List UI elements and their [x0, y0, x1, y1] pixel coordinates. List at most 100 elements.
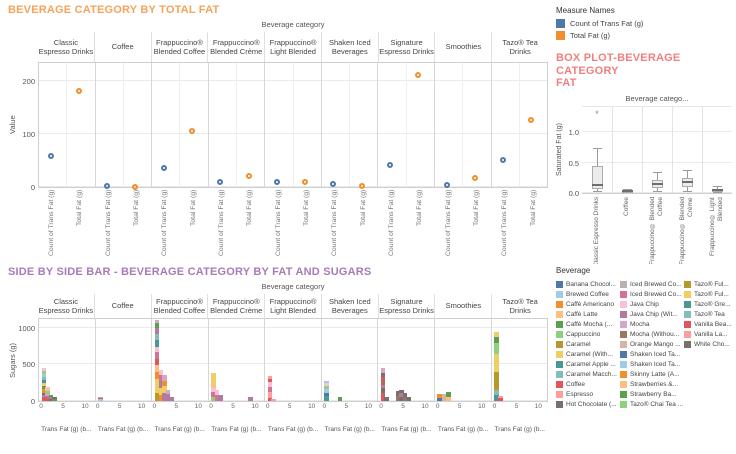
stacked-bar[interactable] [271, 398, 276, 401]
data-point-circle[interactable] [415, 71, 422, 78]
stacked-bar[interactable] [446, 391, 451, 401]
legend-item[interactable]: Tazo® Chai Tea ... [620, 399, 684, 409]
stacked-bar[interactable] [218, 395, 223, 401]
legend-item[interactable]: Tazo® Tea [684, 309, 736, 319]
stacked-bar[interactable] [380, 368, 386, 401]
legend-item[interactable]: White Cho... [684, 339, 736, 349]
stacked-bar[interactable] [162, 375, 167, 401]
legend-item[interactable]: Vanilla La... [684, 329, 736, 339]
stacked-bar[interactable] [437, 394, 442, 401]
data-point-circle[interactable] [358, 182, 365, 189]
data-point-circle[interactable] [387, 162, 394, 169]
stacked-bar[interactable] [384, 397, 389, 401]
legend-item[interactable]: Java Chip (Wit... [620, 309, 684, 319]
legend-item[interactable]: Caffè Americano [556, 299, 620, 309]
stacked-bar[interactable] [399, 389, 404, 401]
data-point-circle[interactable] [104, 183, 111, 190]
total-fat-measure-labels: Count of Trans Fat (g) Total Fat (g) Count… [38, 188, 548, 260]
stacked-bar[interactable] [45, 387, 50, 401]
data-point-circle[interactable] [500, 156, 507, 163]
legend-item[interactable]: Skinny Latte (A... [620, 369, 684, 379]
data-point-circle[interactable] [528, 116, 535, 123]
stacked-bar[interactable] [324, 380, 329, 401]
bar-segment [154, 346, 160, 353]
legend-item[interactable]: Java Chip [620, 299, 684, 309]
legend-item[interactable]: Coffee [556, 379, 620, 389]
data-point-circle[interactable] [330, 180, 337, 187]
legend-item[interactable]: Iced Brewed Co... [620, 279, 684, 289]
legend-item[interactable]: Espresso [556, 389, 620, 399]
legend-item[interactable]: Caramel Macch... [556, 369, 620, 379]
legend-item[interactable]: Caramel Apple ... [556, 359, 620, 369]
stacked-bar[interactable] [402, 392, 408, 401]
legend-item[interactable]: Banana Chocol... [556, 279, 620, 289]
legend-item[interactable]: Tazo® Ful... [684, 279, 736, 289]
stacked-bar[interactable] [395, 391, 401, 401]
stacked-bar[interactable] [494, 331, 499, 401]
whisker-cap [653, 190, 662, 192]
legend-item[interactable]: Vanilla Bea... [684, 319, 736, 329]
data-point-circle[interactable] [75, 87, 82, 94]
legend-item[interactable]: Brewed Coffee [556, 289, 620, 299]
x-tick-label: 5 [174, 403, 179, 410]
data-point-circle[interactable] [189, 127, 196, 134]
data-point-circle[interactable] [273, 179, 280, 186]
bar-segment [337, 397, 343, 401]
legend-item[interactable]: Total Fat (g) [556, 31, 732, 40]
legend-item[interactable]: Mocha [620, 319, 684, 329]
legend-item[interactable]: Caramel [556, 339, 620, 349]
stacked-bar[interactable] [267, 376, 273, 401]
stacked-bar[interactable] [98, 396, 103, 401]
stacked-bar[interactable] [406, 396, 411, 401]
whisker-cap [683, 170, 692, 172]
category-label: Frappuccino® Blended Crème [207, 294, 264, 318]
legend-item[interactable]: Caffè Mocha (... [556, 319, 620, 329]
legend-item[interactable]: Caffè Latte [556, 309, 620, 319]
x-tick-cell: 0 5 10 [491, 402, 548, 412]
legend-item[interactable]: Strawberry Ba... [620, 389, 684, 399]
stacked-bar[interactable] [48, 394, 54, 401]
stacked-bar[interactable] [248, 396, 253, 401]
stacked-bar[interactable] [52, 397, 57, 401]
gridline [39, 400, 547, 401]
legend-item[interactable]: Count of Trans Fat (g) [556, 19, 732, 28]
legend-item[interactable]: Caramel (With... [556, 349, 620, 359]
legend-item[interactable]: Orange Mango ... [620, 339, 684, 349]
stacked-bar[interactable] [337, 397, 343, 401]
legend-item[interactable]: Shaken Iced Ta... [620, 359, 684, 369]
legend-item[interactable]: Cappuccino [556, 329, 620, 339]
stacked-bar[interactable] [211, 372, 216, 401]
data-point-circle[interactable] [302, 178, 309, 185]
data-point-circle[interactable] [217, 179, 224, 186]
legend-item[interactable]: Hot Chocolate (... [556, 399, 620, 409]
bar-segment [52, 397, 57, 399]
data-point-circle[interactable] [443, 181, 450, 188]
stacked-bar[interactable] [498, 395, 503, 401]
category-label: Tazo® Tea Drinks [491, 294, 548, 318]
stacked-bar[interactable] [165, 390, 171, 401]
beverage-legend-title: Beverage [556, 266, 591, 275]
bar-segment [41, 394, 47, 397]
box[interactable] [591, 165, 603, 190]
data-point-circle[interactable] [245, 172, 252, 179]
data-point-circle[interactable] [47, 152, 54, 159]
stacked-bar[interactable] [158, 369, 164, 401]
legend-swatch [684, 310, 691, 318]
stacked-bar[interactable] [41, 368, 47, 401]
legend-item[interactable]: Mocha (Withou... [620, 329, 684, 339]
data-point-circle[interactable] [132, 184, 139, 191]
stacked-bar[interactable] [214, 390, 220, 401]
y-tick-label: 0.5 [568, 158, 579, 168]
stacked-bar[interactable] [441, 394, 447, 401]
data-point-circle[interactable] [471, 175, 478, 182]
legend-label: Caffè Latte [566, 310, 598, 318]
legend-item[interactable]: Shaken Iced Ta... [620, 349, 684, 359]
data-point-circle[interactable] [160, 164, 167, 171]
legend-item[interactable]: Strawberries &... [620, 379, 684, 389]
stacked-bar[interactable] [154, 320, 160, 401]
stacked-bar[interactable] [169, 396, 174, 401]
legend-item[interactable]: Iced Brewed Co... [620, 289, 684, 299]
category-axis-label: Coffee [623, 196, 631, 216]
legend-item[interactable]: Tazo® Ful... [684, 289, 736, 299]
legend-item[interactable]: Tazo® Gre... [684, 299, 736, 309]
